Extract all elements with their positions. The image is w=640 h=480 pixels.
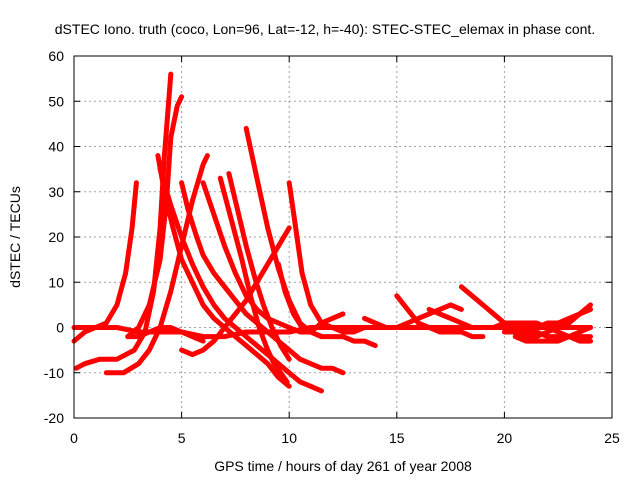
series-line-21 <box>512 325 593 344</box>
x-tick-label: 10 <box>281 430 297 446</box>
series-line-20 <box>501 302 593 340</box>
series-line-1 <box>71 180 139 344</box>
series-line-3 <box>125 94 185 340</box>
series-line-23 <box>125 325 206 344</box>
y-tick-label: 30 <box>48 184 64 200</box>
y-tick-label: -10 <box>44 365 64 381</box>
grid <box>74 56 612 418</box>
x-axis-label: GPS time / hours of day 261 of year 2008 <box>214 458 472 474</box>
series-line-5 <box>155 153 292 389</box>
x-tick-label: 20 <box>497 430 513 446</box>
series-line-22 <box>71 325 593 340</box>
x-tick-labels: 0 5 10 15 20 25 <box>70 430 620 446</box>
series-line-14 <box>286 180 400 335</box>
y-tick-label: -20 <box>44 410 64 426</box>
series-line-4 <box>103 153 210 376</box>
y-tick-label: 20 <box>48 229 64 245</box>
y-tick-labels: -20 -10 0 10 20 30 40 50 60 <box>44 48 64 426</box>
series-line-12 <box>179 225 292 358</box>
series-line-9 <box>217 175 290 385</box>
y-axis-label: dSTEC / TECUs <box>7 186 23 288</box>
y-tick-label: 50 <box>48 93 64 109</box>
series-line-15 <box>394 293 486 340</box>
series-line-10 <box>226 171 292 362</box>
x-tick-label: 15 <box>389 430 405 446</box>
series-group <box>71 71 593 394</box>
plot-frame <box>73 55 613 419</box>
y-tick-label: 0 <box>56 320 64 336</box>
x-tick-label: 25 <box>604 430 620 446</box>
x-tick-label: 5 <box>178 430 186 446</box>
y-tick-label: 60 <box>48 48 64 64</box>
y-tick-label: 40 <box>48 139 64 155</box>
x-tick-label: 0 <box>70 430 78 446</box>
series-line-8 <box>200 180 378 349</box>
y-tick-label: 10 <box>48 274 64 290</box>
chart-title: dSTEC Iono. truth (coco, Lon=96, Lat=-12… <box>55 21 595 37</box>
series-line-2 <box>73 71 174 371</box>
